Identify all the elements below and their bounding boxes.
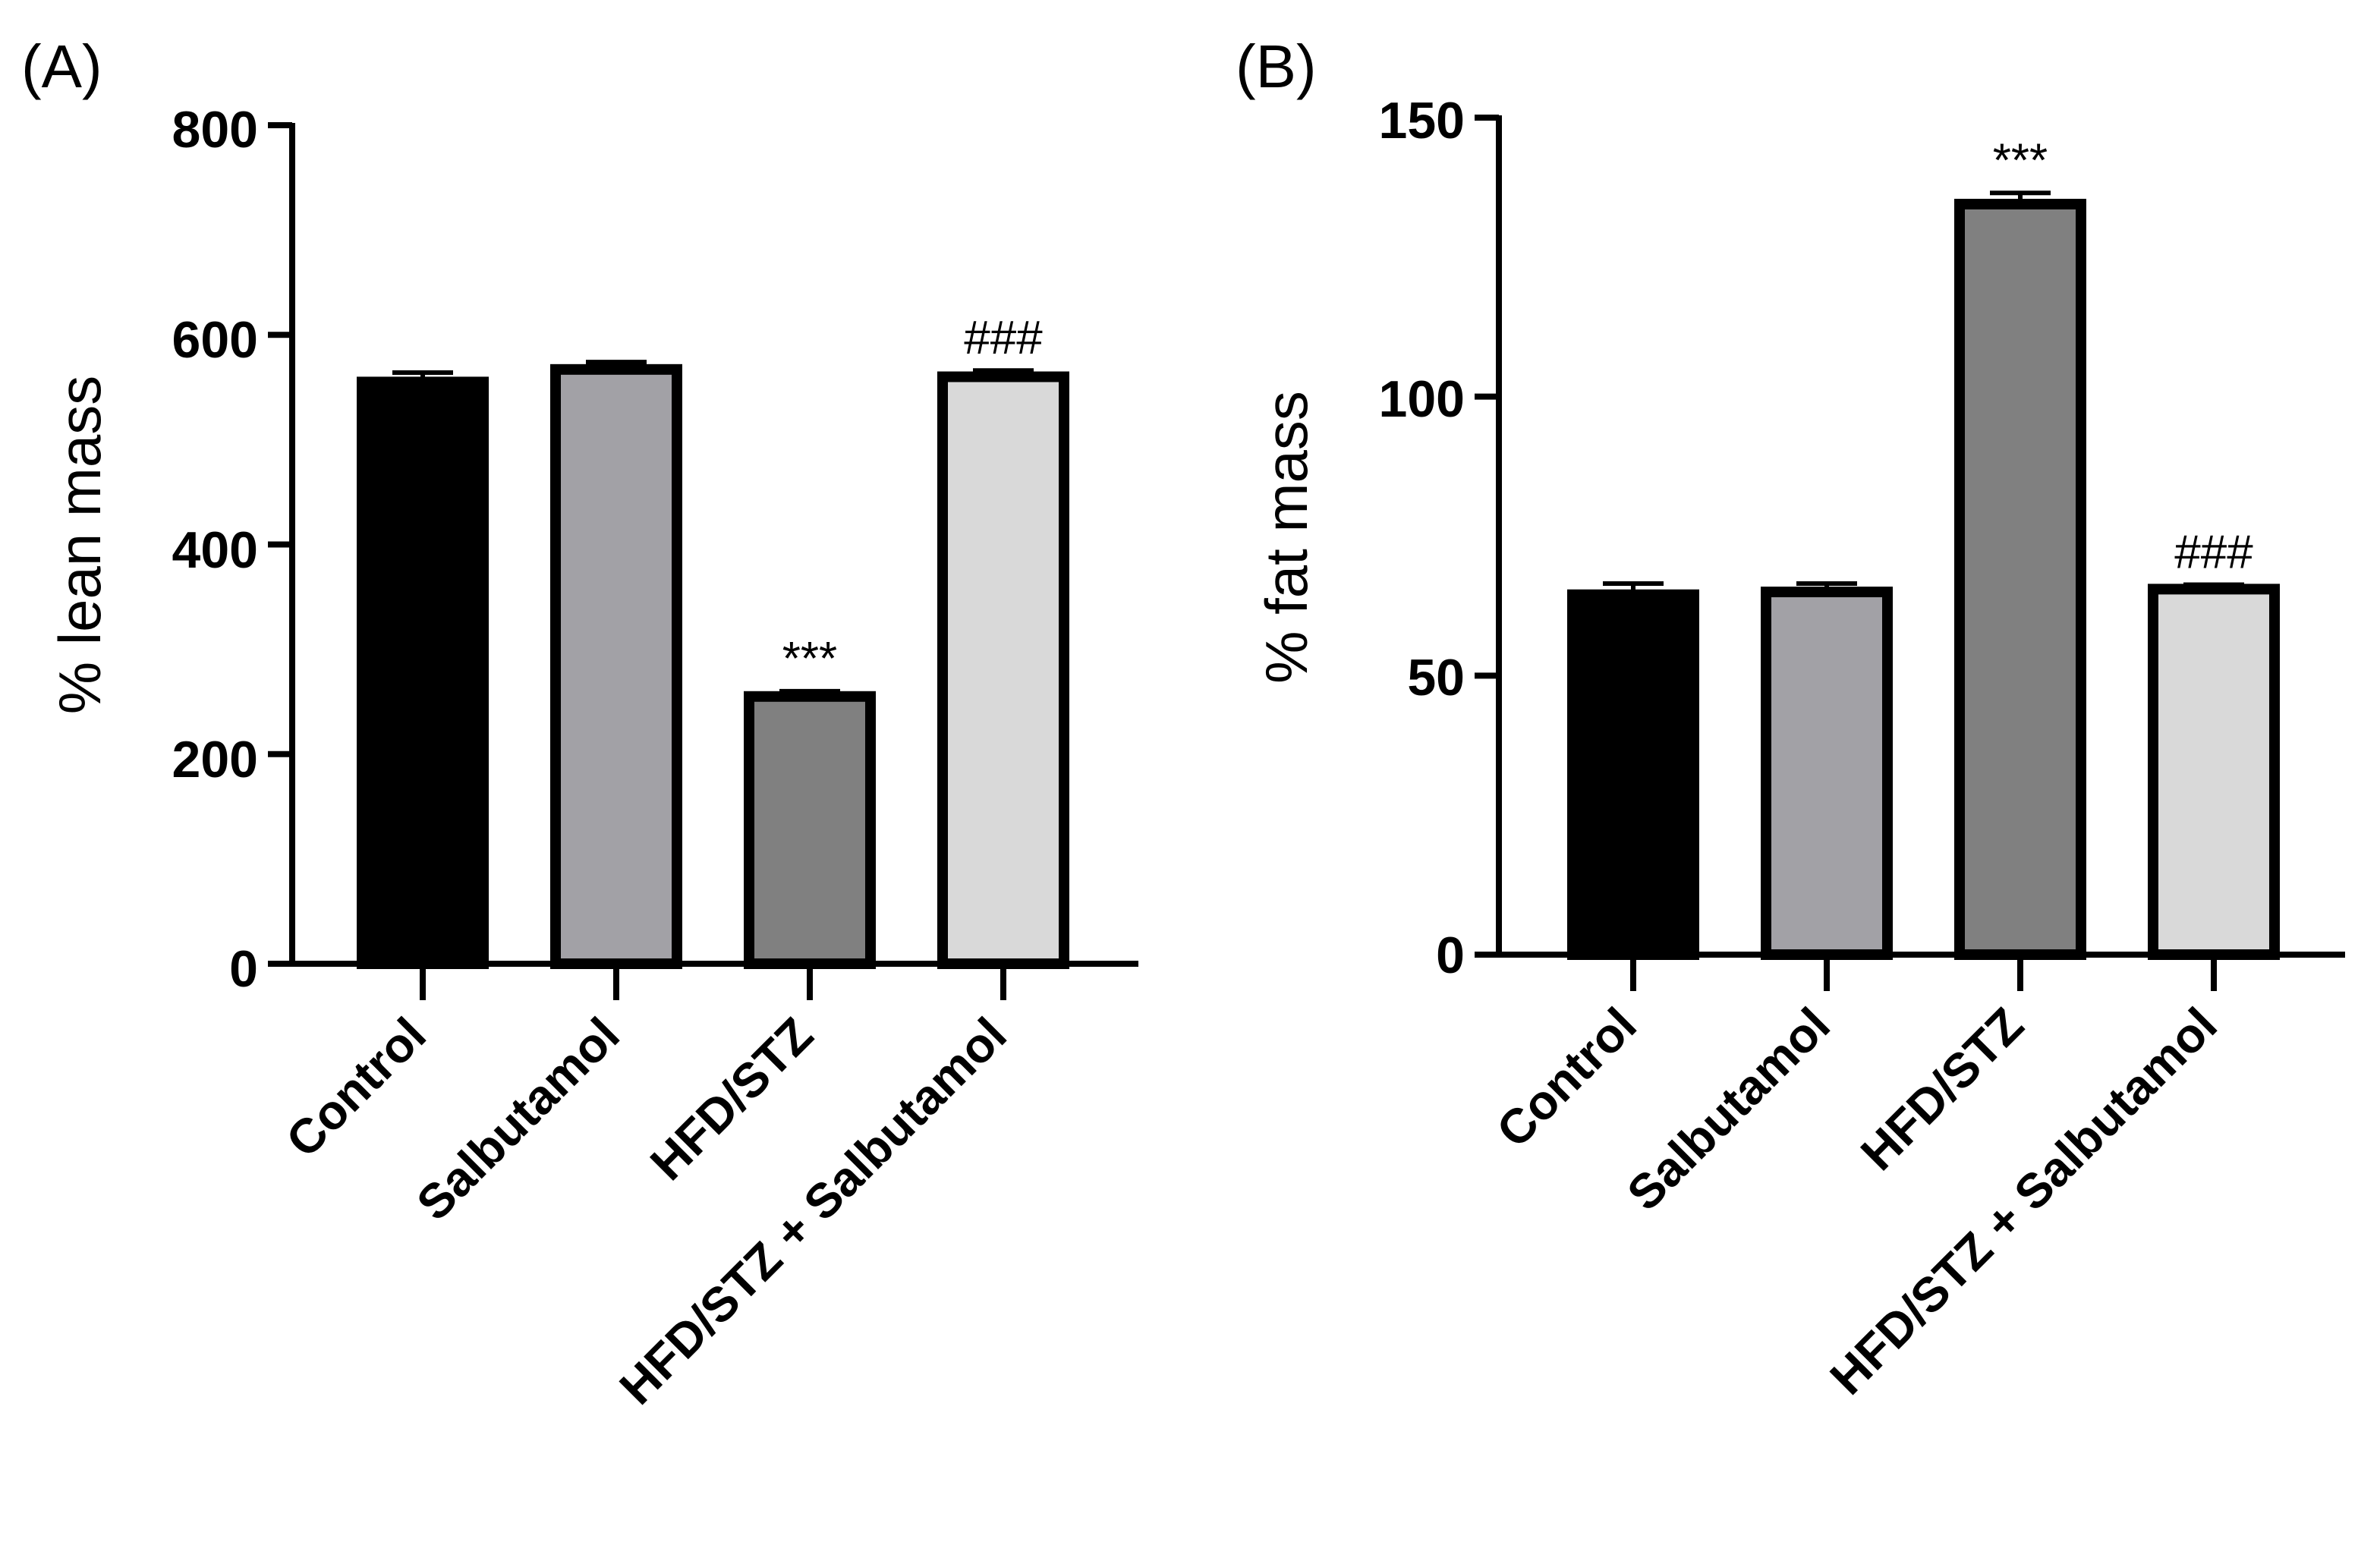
panel-b-y-tick-label: 50 — [1407, 649, 1465, 706]
panel-b-bar — [1954, 198, 2086, 960]
panel-a-bar — [550, 363, 682, 969]
panel-a-y-tick-label: 400 — [172, 521, 258, 579]
panel-b-bar — [1567, 589, 1699, 961]
panel-a-y-tick-label: 800 — [172, 101, 258, 159]
panel-a-significance-label: *** — [782, 633, 837, 685]
panel-a-bar — [744, 691, 876, 969]
panel-a-bar — [357, 376, 489, 969]
panel-b-significance-label: ### — [2174, 526, 2253, 578]
panel-b-label: (B) — [1236, 33, 1317, 100]
panel-b-y-tick-label: 0 — [1436, 927, 1465, 984]
panel-b-y-axis-title: % fat mass — [1253, 391, 1320, 684]
panel-b-fat-mass: (B) % fat mass 150 100 50 0 Control Salb… — [1236, 33, 2345, 1405]
panel-a-significance-label: ### — [964, 312, 1043, 364]
panel-b-bar — [2148, 584, 2280, 961]
panel-a-label: (A) — [21, 33, 102, 100]
panel-b-bar — [1761, 587, 1893, 960]
panel-a-y-tick-label: 600 — [172, 311, 258, 369]
panel-a-bar — [937, 371, 1069, 969]
panel-b-y-tick-label: 150 — [1379, 92, 1465, 149]
panel-a-y-tick-label: 0 — [229, 940, 258, 998]
panel-a-y-tick-label: 200 — [172, 731, 258, 788]
panel-b-significance-label: *** — [1993, 134, 2048, 187]
panel-a-y-axis-title: % lean mass — [46, 376, 113, 715]
panel-b-y-tick-label: 100 — [1379, 370, 1465, 428]
